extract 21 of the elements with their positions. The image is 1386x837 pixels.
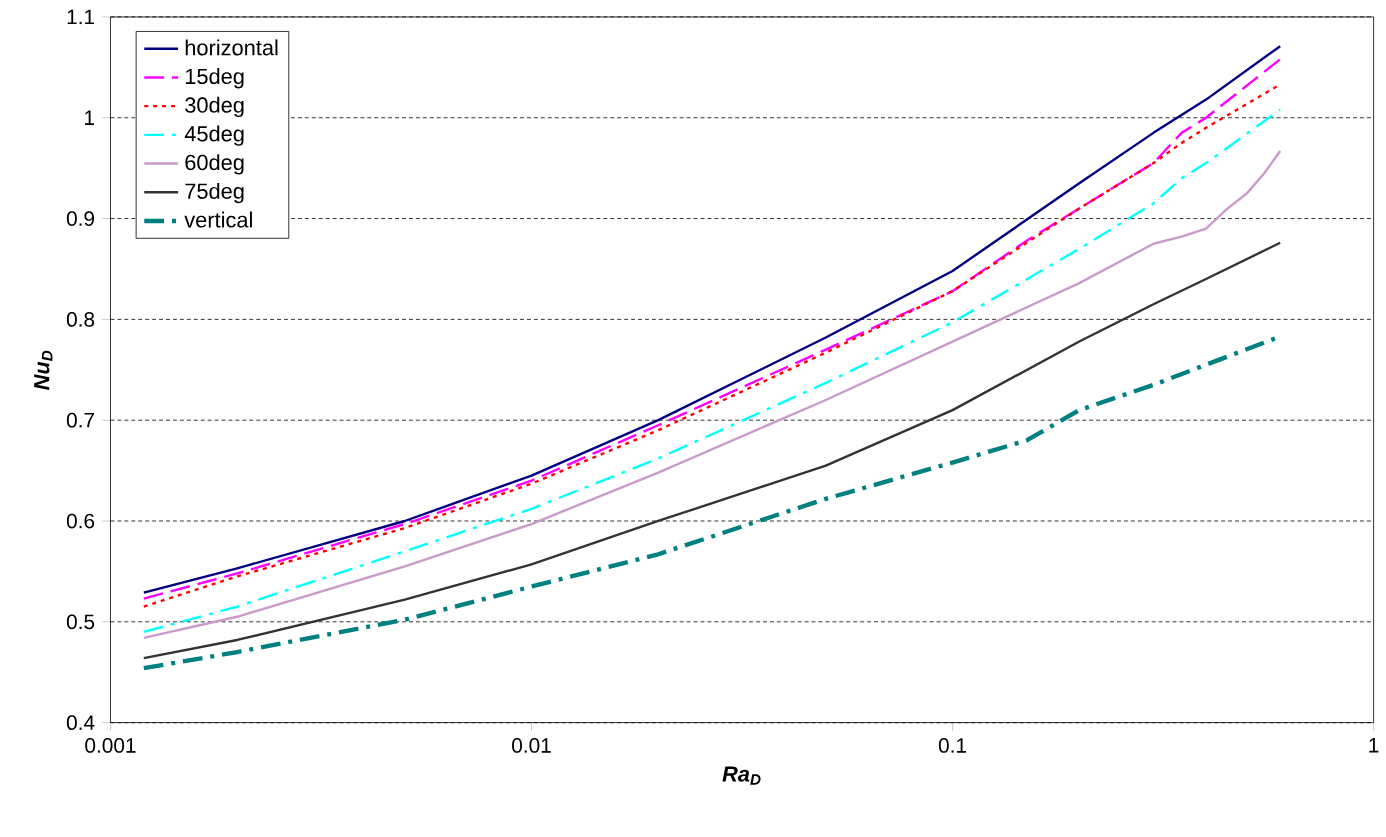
legend-label: 30deg: [185, 96, 244, 118]
y-tick-label: 1.1: [67, 9, 95, 25]
x-tick-label: 0.001: [85, 738, 136, 753]
legend-label: horizontal: [185, 39, 278, 56]
x-axis-title: Ra$_{D}$: [722, 766, 761, 785]
x-tick-label: 0.01: [512, 738, 551, 753]
y-tick-label: 0.7: [66, 412, 94, 428]
legend-label: 75deg: [185, 182, 244, 204]
legend-label: 60deg: [185, 154, 244, 175]
legend-label: vertical: [184, 211, 252, 228]
x-tick-label: 1: [1369, 738, 1379, 753]
y-tick-label: 0.8: [66, 311, 95, 327]
y-tick-label: 1: [85, 110, 95, 125]
x-tick-label: 0.1: [938, 738, 966, 753]
legend-label: 45deg: [184, 125, 244, 146]
y-tick-label: 0.9: [66, 211, 95, 226]
y-tick-label: 0.5: [66, 614, 95, 630]
y-tick-label: 0.6: [66, 513, 95, 529]
legend-label: 15deg: [185, 68, 244, 89]
y-axis-title: Nu$_{D}$: [34, 350, 53, 390]
y-tick-label: 0.4: [66, 715, 95, 730]
